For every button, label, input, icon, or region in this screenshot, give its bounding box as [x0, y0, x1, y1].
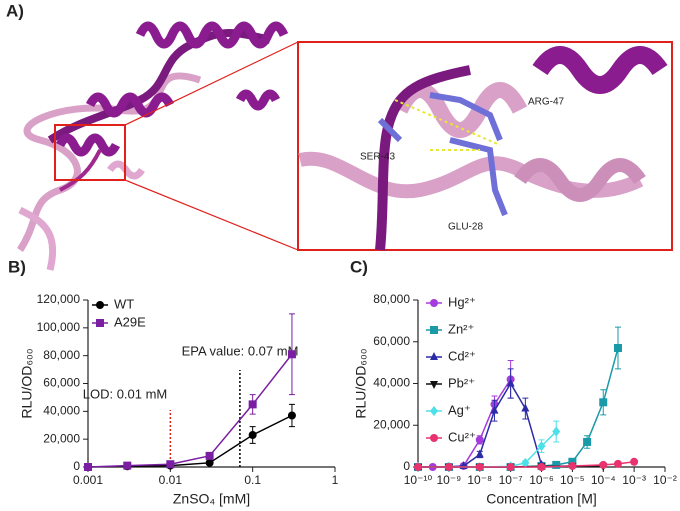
- y-tick-label: 60,000: [373, 334, 410, 348]
- zoom-connector: [124, 179, 299, 251]
- data-point: [490, 405, 499, 414]
- x-tick-label: 10⁻¹⁰: [404, 473, 433, 487]
- residue-label: GLU-28: [448, 222, 483, 233]
- y-axis-label: RLU/OD₆₀₀: [19, 348, 35, 418]
- helix: [55, 21, 289, 157]
- data-point: [123, 461, 132, 470]
- x-axis-label: ZnSO₄ [mM]: [173, 491, 250, 507]
- x-tick-label: 10⁻⁸: [467, 473, 492, 487]
- legend-marker: [430, 434, 438, 442]
- data-point: [552, 460, 561, 469]
- y-tick-label: 20,000: [373, 417, 410, 431]
- data-point: [521, 403, 530, 412]
- legend-label: WT: [114, 296, 134, 311]
- x-tick-label: 10⁻⁴: [591, 473, 616, 487]
- panel-label: A): [6, 1, 24, 20]
- data-point: [568, 457, 577, 466]
- data-point: [475, 435, 484, 444]
- x-tick-label: 1: [332, 473, 339, 487]
- zoom-structure: [298, 46, 668, 251]
- legend-label: Ag⁺: [448, 402, 471, 417]
- y-tick-label: 80,000: [373, 292, 410, 306]
- y-tick-label: 60,000: [43, 376, 80, 390]
- y-tick-label: 40,000: [43, 404, 80, 418]
- data-point: [84, 463, 92, 471]
- legend-marker: [430, 352, 438, 360]
- data-point: [506, 463, 515, 471]
- zoom-region: [54, 124, 126, 181]
- panel-label: C): [350, 257, 368, 276]
- legend-label: A29E: [114, 314, 146, 329]
- data-point: [166, 460, 175, 469]
- protein-structure: A) ARG-47 SER-43 GLU-28: [6, 1, 673, 271]
- legend-label: Pb²⁺: [448, 375, 475, 390]
- data-point: [552, 426, 561, 437]
- x-tick-label: 10⁻⁹: [436, 473, 461, 487]
- data-point: [537, 463, 546, 471]
- data-point: [444, 463, 453, 471]
- panel-label: B): [8, 257, 26, 276]
- data-point: [248, 400, 257, 409]
- ribbon: [59, 149, 102, 192]
- data-point: [414, 463, 422, 471]
- residue-label: ARG-47: [528, 97, 565, 108]
- data-point: [599, 460, 608, 469]
- reference-label: LOD: 0.01 mM: [83, 386, 168, 401]
- data-point: [248, 430, 257, 439]
- series-line: [87, 353, 293, 468]
- x-tick-label: 10⁻³: [622, 473, 646, 487]
- x-tick-label: 10⁻⁶: [529, 473, 554, 487]
- legend-marker: [96, 319, 104, 327]
- y-tick-label: 20,000: [43, 431, 80, 445]
- data-point: [568, 461, 577, 470]
- legend-marker: [430, 299, 438, 307]
- y-tick-label: 0: [73, 459, 80, 473]
- zoom-connector: [124, 41, 299, 126]
- legend-label: Cd²⁺: [448, 348, 476, 363]
- data-point: [537, 441, 546, 452]
- legend-marker: [430, 406, 438, 416]
- data-point: [599, 398, 608, 407]
- x-tick-label: 10⁻⁵: [560, 473, 585, 487]
- data-point: [583, 437, 592, 446]
- legend-label: Cu²⁺: [448, 429, 476, 444]
- data-point: [521, 457, 530, 468]
- data-point: [506, 378, 515, 387]
- data-point: [630, 457, 639, 466]
- y-tick-label: 120,000: [37, 292, 81, 306]
- y-tick-label: 0: [403, 459, 410, 473]
- x-tick-label: 10⁻⁷: [499, 473, 523, 487]
- legend-marker: [430, 326, 438, 334]
- residue-label: SER-43: [360, 152, 395, 163]
- data-point: [613, 344, 622, 353]
- x-axis-label: Concentration [M]: [486, 491, 597, 507]
- y-tick-label: 80,000: [43, 348, 80, 362]
- x-tick-label: 0.001: [73, 473, 103, 487]
- series-line: [418, 430, 557, 468]
- x-tick-label: 0.1: [244, 473, 261, 487]
- x-tick-label: 0.01: [159, 473, 183, 487]
- y-tick-label: 40,000: [373, 376, 410, 390]
- legend-label: Hg²⁺: [448, 294, 476, 309]
- legend-marker: [96, 301, 104, 309]
- data-point: [475, 449, 484, 458]
- ribbon: [47, 29, 271, 144]
- legend-label: Zn²⁺: [448, 321, 474, 336]
- y-tick-label: 100,000: [37, 320, 81, 334]
- x-tick-label: 10⁻²: [653, 473, 677, 487]
- data-point: [205, 451, 214, 460]
- legend-marker: [430, 381, 438, 389]
- y-axis-label: RLU/OD₆₀₀: [353, 348, 369, 418]
- reference-label: EPA value: 0.07 mM: [182, 343, 299, 358]
- series-line: [418, 378, 512, 468]
- data-point: [475, 463, 484, 471]
- data-point: [287, 350, 296, 359]
- data-point: [205, 458, 214, 467]
- data-point: [613, 459, 622, 468]
- data-point: [287, 411, 296, 420]
